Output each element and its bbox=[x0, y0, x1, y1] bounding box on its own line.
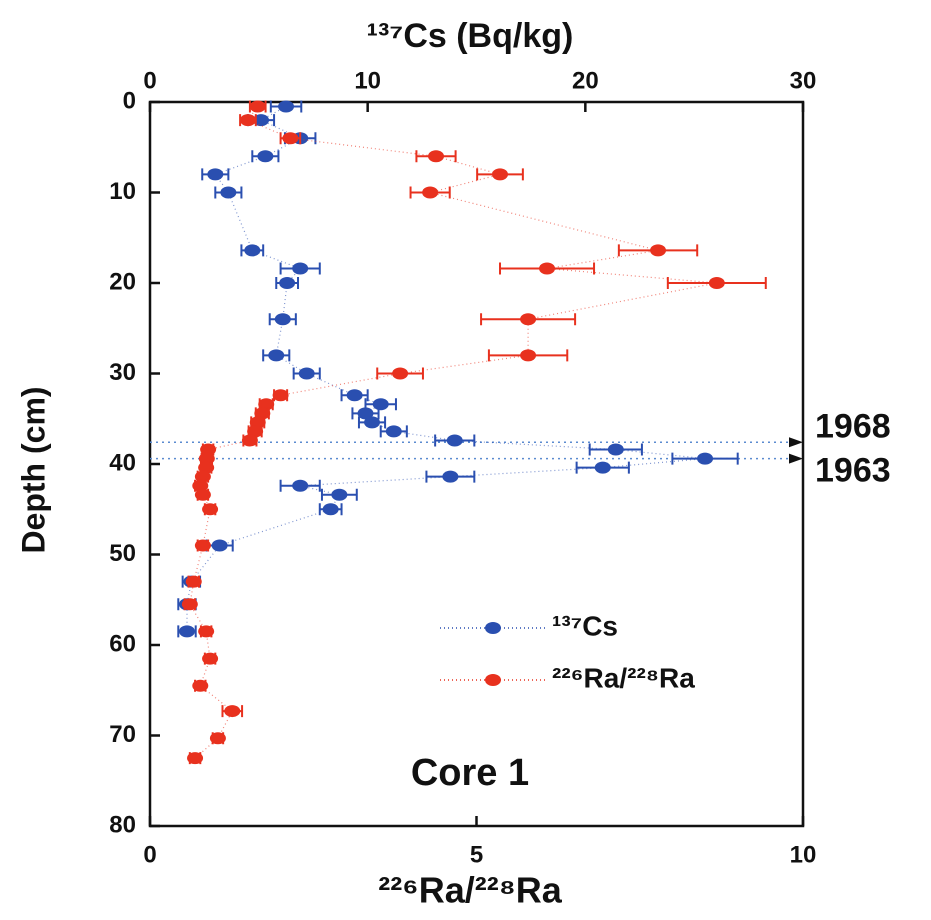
data-point bbox=[192, 479, 209, 492]
y-tick-label: 10 bbox=[109, 178, 136, 205]
data-point bbox=[202, 652, 219, 665]
data-point bbox=[446, 434, 463, 447]
data-point bbox=[520, 349, 537, 362]
data-point bbox=[249, 100, 266, 113]
data-point bbox=[244, 244, 261, 257]
data-point bbox=[697, 452, 714, 465]
data-point bbox=[650, 244, 667, 257]
legend-label: ¹³⁷Cs bbox=[552, 610, 618, 641]
data-point bbox=[357, 407, 374, 420]
data-point bbox=[224, 705, 241, 718]
data-point bbox=[298, 367, 315, 380]
reference-label: 1963 bbox=[815, 452, 891, 490]
data-point bbox=[428, 150, 445, 163]
data-point bbox=[202, 503, 219, 516]
data-point bbox=[253, 114, 270, 127]
data-point bbox=[211, 539, 228, 552]
x-tick-label: 0 bbox=[143, 841, 156, 868]
reference-label: 1968 bbox=[815, 407, 891, 445]
data-point bbox=[372, 398, 389, 411]
data-point bbox=[254, 407, 271, 420]
data-point bbox=[279, 277, 296, 289]
data-point bbox=[194, 488, 211, 501]
x2-tick-label: 10 bbox=[354, 67, 381, 94]
data-point bbox=[194, 539, 211, 552]
data-point bbox=[249, 416, 266, 429]
data-point bbox=[282, 132, 299, 145]
data-point bbox=[274, 313, 291, 326]
data-point bbox=[594, 461, 611, 474]
series-line bbox=[189, 106, 717, 759]
data-point bbox=[200, 443, 217, 456]
data-point bbox=[331, 488, 348, 501]
data-point bbox=[520, 313, 537, 326]
x2-tick-label: 20 bbox=[572, 67, 599, 94]
legend-marker bbox=[485, 674, 501, 686]
series-line bbox=[186, 105, 706, 632]
y-tick-label: 20 bbox=[109, 268, 136, 295]
reference-arrow bbox=[789, 437, 803, 448]
data-point bbox=[194, 470, 211, 483]
x-tick-label: 10 bbox=[790, 841, 817, 868]
data-point bbox=[258, 398, 275, 411]
data-point bbox=[239, 114, 256, 127]
y-axis-title: Depth (cm) bbox=[15, 386, 51, 553]
data-point bbox=[292, 479, 309, 492]
data-point bbox=[278, 100, 295, 113]
data-point bbox=[247, 425, 264, 438]
data-point bbox=[322, 503, 339, 516]
data-point bbox=[607, 443, 624, 456]
data-point bbox=[198, 625, 215, 638]
y-tick-label: 40 bbox=[109, 449, 136, 476]
y-tick-label: 0 bbox=[123, 87, 136, 114]
y-tick-label: 80 bbox=[109, 811, 136, 838]
core-annotation: Core 1 bbox=[411, 752, 529, 794]
y-tick-label: 60 bbox=[109, 630, 136, 657]
data-point bbox=[272, 389, 289, 402]
top-axis-title: ¹³⁷Cs (Bq/kg) bbox=[367, 17, 574, 55]
data-point bbox=[422, 186, 439, 199]
legend-marker bbox=[485, 622, 501, 634]
x-tick-label: 5 bbox=[470, 841, 483, 868]
reference-arrow bbox=[789, 453, 803, 464]
x2-tick-label: 30 bbox=[790, 67, 817, 94]
data-point bbox=[181, 598, 198, 611]
data-point bbox=[539, 262, 556, 275]
data-point bbox=[268, 349, 285, 362]
data-point bbox=[346, 389, 363, 402]
data-point bbox=[198, 452, 215, 465]
data-point bbox=[187, 752, 204, 765]
bottom-axis-title: ²²⁶Ra/²²⁸Ra bbox=[378, 870, 563, 911]
data-point bbox=[241, 434, 258, 447]
data-point bbox=[198, 461, 215, 474]
x2-tick-label: 0 bbox=[143, 67, 156, 94]
data-point bbox=[207, 168, 224, 181]
data-point bbox=[292, 262, 309, 275]
data-point bbox=[257, 150, 274, 163]
y-tick-label: 30 bbox=[109, 359, 136, 386]
data-point bbox=[209, 732, 226, 745]
data-point bbox=[442, 470, 459, 483]
data-point bbox=[392, 367, 409, 380]
data-point bbox=[185, 575, 202, 588]
data-point bbox=[220, 186, 237, 199]
data-point bbox=[492, 168, 509, 181]
data-point bbox=[192, 679, 209, 692]
y-tick-label: 50 bbox=[109, 540, 136, 567]
y-tick-label: 70 bbox=[109, 721, 136, 748]
data-point bbox=[385, 425, 402, 438]
legend-label: ²²⁶Ra/²²⁸Ra bbox=[552, 662, 695, 693]
data-point bbox=[708, 277, 725, 289]
data-point bbox=[179, 625, 196, 638]
data-point bbox=[364, 416, 381, 429]
